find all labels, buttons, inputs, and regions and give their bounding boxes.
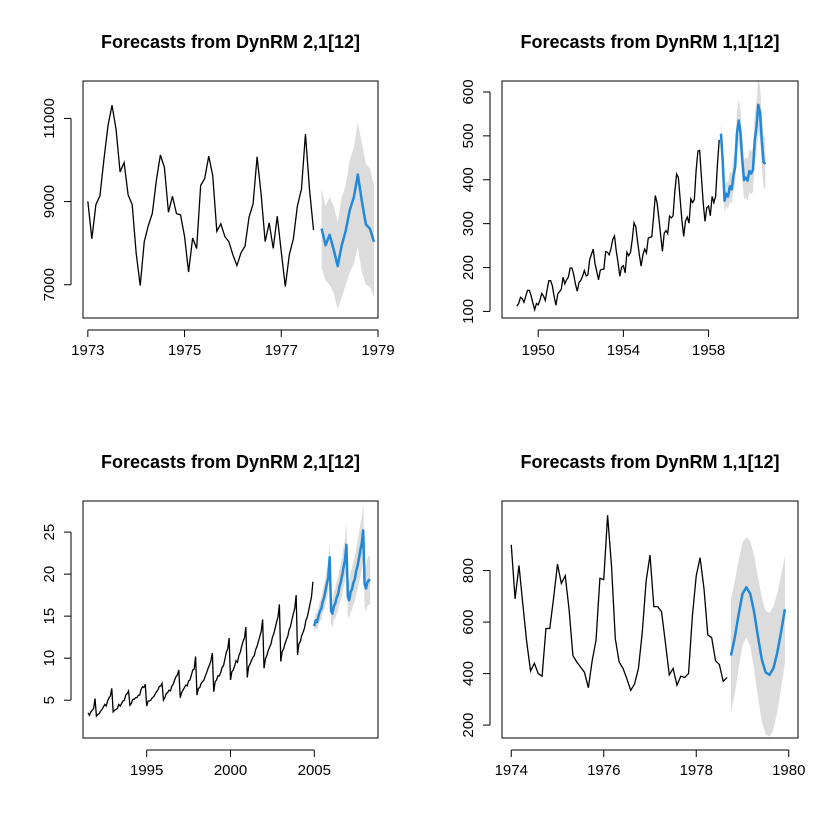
y-tick-label: 20 — [41, 566, 58, 583]
y-tick-label: 800 — [460, 558, 477, 583]
y-tick-label: 9000 — [41, 185, 58, 218]
chart-title: Forecasts from DynRM 2,1[12] — [101, 32, 360, 52]
x-tick-label: 1976 — [587, 762, 620, 779]
chart-panel-2: Forecasts from DynRM 1,1[12] 1950 1954 1958… — [460, 32, 799, 359]
plot-frame — [501, 80, 799, 319]
x-tick-label: 1973 — [71, 342, 104, 359]
x-tick-label: 1995 — [130, 762, 163, 779]
history-series-line — [516, 139, 720, 313]
forecast-series-line — [729, 586, 787, 677]
chart-panel-4: Forecasts from DynRM 1,1[12] 1974 1976 1978… — [460, 452, 805, 779]
y-tick-label: 11000 — [41, 98, 58, 139]
x-tick-label: 1974 — [495, 762, 528, 779]
x-tick-label: 2005 — [298, 762, 331, 779]
y-tick-label: 7000 — [41, 268, 58, 301]
x-tick-label: 1975 — [168, 342, 201, 359]
x-tick-label: 1978 — [680, 762, 713, 779]
y-tick-label: 5 — [41, 696, 58, 704]
chart-panel-1: Forecasts from DynRM 2,1[12] 1973 1975 1977… — [41, 32, 395, 359]
x-tick-label: 2000 — [214, 762, 247, 779]
x-tick-label: 1954 — [607, 342, 640, 359]
x-tick-label: 1958 — [692, 342, 725, 359]
y-tick-label: 200 — [460, 713, 477, 738]
history-series-line — [510, 515, 728, 692]
y-tick-label: 600 — [460, 79, 477, 104]
history-series-line — [87, 581, 314, 718]
x-tick-label: 1980 — [772, 762, 805, 779]
y-tick-label: 400 — [460, 167, 477, 192]
y-tick-label: 300 — [460, 211, 477, 236]
y-tick-label: 25 — [41, 524, 58, 541]
history-series-line — [87, 105, 315, 287]
y-tick-label: 500 — [460, 123, 477, 148]
x-tick-label: 1979 — [361, 342, 394, 359]
y-tick-label: 400 — [460, 661, 477, 686]
plot-frame — [82, 80, 379, 319]
forecast-series-line — [719, 103, 767, 203]
y-tick-label: 100 — [460, 299, 477, 324]
y-tick-label: 200 — [460, 255, 477, 280]
plot-frame — [501, 500, 799, 739]
chart-panel-3: Forecasts from DynRM 2,1[12] 1995 2000 2005… — [41, 452, 379, 779]
chart-title: Forecasts from DynRM 1,1[12] — [520, 32, 779, 52]
chart-title: Forecasts from DynRM 2,1[12] — [101, 452, 360, 472]
x-tick-label: 1950 — [522, 342, 555, 359]
x-tick-label: 1977 — [265, 342, 298, 359]
forecast-series-line — [313, 529, 371, 627]
y-tick-label: 10 — [41, 650, 58, 667]
chart-title: Forecasts from DynRM 1,1[12] — [520, 452, 779, 472]
forecast-series-line — [320, 173, 376, 268]
y-tick-label: 600 — [460, 610, 477, 635]
plot-frame — [82, 500, 379, 739]
y-tick-label: 15 — [41, 608, 58, 625]
